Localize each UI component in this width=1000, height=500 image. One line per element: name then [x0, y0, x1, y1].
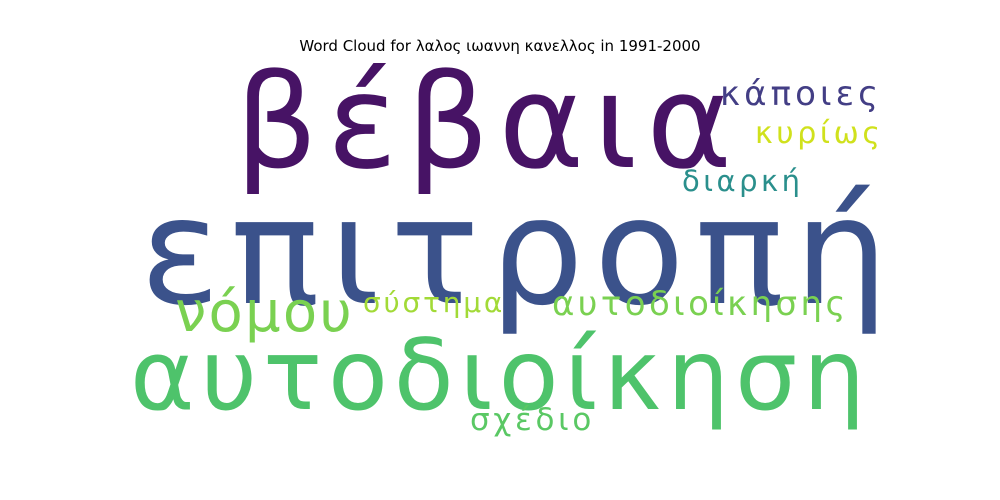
- word-aftodioikisi: αυτοδιοίκηση: [130, 319, 872, 433]
- word-aftodioikisis: αυτοδιοίκησης: [552, 284, 849, 324]
- word-epitropi: επιτροπή: [140, 166, 899, 338]
- chart-title: Word Cloud for λαλος ιωαννη κανελλος in …: [299, 37, 701, 55]
- word-nomou: νόμου: [175, 280, 355, 345]
- word-kapoies: κάποιες: [720, 74, 883, 114]
- word-schedio: σχέδιο: [470, 402, 596, 438]
- word-cloud: επιτροπή βέβαια αυτοδιοίκηση νόμου αυτοδ…: [130, 55, 890, 445]
- word-vevaia: βέβαια: [235, 46, 742, 198]
- word-kyrios: κυρίως: [755, 116, 884, 151]
- word-diarki: διαρκή: [682, 164, 804, 198]
- word-systima: σύστημα: [363, 286, 506, 319]
